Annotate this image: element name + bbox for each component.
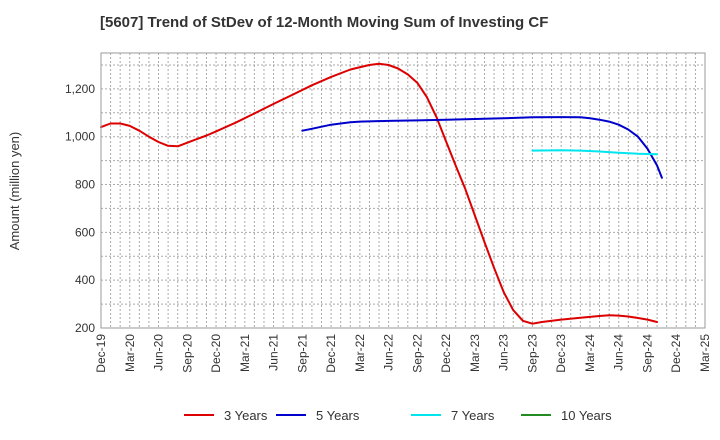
x-tick-label: Jun-21 <box>267 334 281 371</box>
x-tick-label: Mar-22 <box>353 334 367 372</box>
x-tick-label: Mar-25 <box>698 334 712 372</box>
y-axis-label: Amount (million yen) <box>7 132 22 251</box>
legend: 3 Years 5 Years 7 Years 10 Years <box>184 408 612 423</box>
series-line-3-years <box>100 62 658 325</box>
x-tick-label: Sep-24 <box>640 334 654 373</box>
x-tick-label: Sep-20 <box>180 334 194 373</box>
x-tick-label: Dec-19 <box>94 334 108 373</box>
x-tick-label: Jun-20 <box>152 334 166 371</box>
x-tick-label: Sep-21 <box>295 334 309 373</box>
y-tick-label: 600 <box>75 225 95 239</box>
x-tick-label: Dec-24 <box>669 334 683 373</box>
x-tick-label: Mar-21 <box>238 334 252 372</box>
legend-label-3-years: 3 Years <box>224 408 268 423</box>
y-tick-label: 1,000 <box>65 130 95 144</box>
y-tick-label: 400 <box>75 273 95 287</box>
x-tick-label: Mar-20 <box>123 334 137 372</box>
grid <box>100 53 705 329</box>
legend-label-5-years: 5 Years <box>316 408 360 423</box>
series-line-5-years <box>301 116 663 179</box>
x-axis-ticks: Dec-19 Mar-20 Jun-20 Sep-20 Dec-20 Mar-21 Jun-… <box>94 334 712 373</box>
legend-label-7-years: 7 Years <box>451 408 495 423</box>
x-tick-label: Jun-24 <box>612 334 626 371</box>
y-axis-ticks: 200 400 600 800 1,000 1,200 <box>65 82 95 335</box>
y-tick-label: 200 <box>75 321 95 335</box>
x-tick-label: Mar-24 <box>583 334 597 372</box>
x-tick-label: Mar-23 <box>468 334 482 372</box>
plot-frame <box>100 52 706 329</box>
x-tick-label: Sep-23 <box>525 334 539 373</box>
series-lines <box>100 62 663 325</box>
y-tick-label: 800 <box>75 178 95 192</box>
chart-title: [5607] Trend of StDev of 12-Month Moving… <box>100 14 549 31</box>
x-tick-label: Jun-23 <box>497 334 511 371</box>
x-tick-label: Dec-21 <box>324 334 338 373</box>
legend-label-10-years: 10 Years <box>561 408 612 423</box>
series-line-7-years <box>531 149 658 156</box>
x-tick-label: Dec-23 <box>554 334 568 373</box>
y-tick-label: 1,200 <box>65 82 95 96</box>
x-tick-label: Dec-22 <box>439 334 453 373</box>
x-tick-label: Sep-22 <box>410 334 424 373</box>
x-tick-label: Dec-20 <box>209 334 223 373</box>
x-tick-label: Jun-22 <box>382 334 396 371</box>
